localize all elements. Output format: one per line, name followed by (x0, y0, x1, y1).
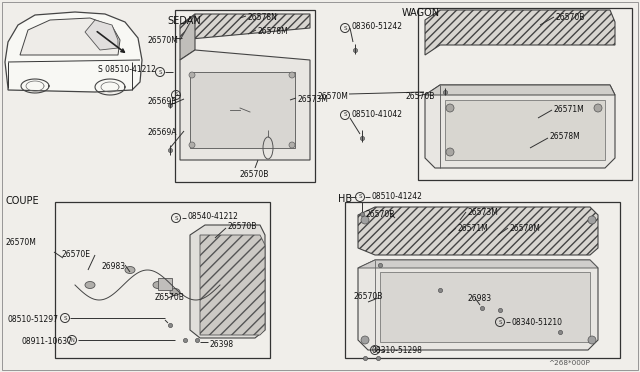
Bar (55, 202, 270, 358)
Polygon shape (180, 50, 310, 160)
Text: S: S (373, 347, 377, 353)
Bar (445, 100, 605, 160)
Circle shape (361, 336, 369, 344)
Text: 26570B: 26570B (556, 13, 586, 22)
Text: 26569A: 26569A (148, 128, 177, 137)
Text: 26570E: 26570E (62, 250, 91, 259)
Text: S 08510-41212: S 08510-41212 (98, 65, 156, 74)
Text: S: S (158, 70, 162, 74)
Text: N: N (70, 337, 74, 343)
Circle shape (189, 142, 195, 148)
Ellipse shape (153, 282, 163, 289)
Text: SEDAN: SEDAN (167, 16, 201, 26)
Text: 26573M: 26573M (298, 95, 329, 104)
Circle shape (588, 336, 596, 344)
Text: 26578M: 26578M (550, 132, 580, 141)
Circle shape (588, 216, 596, 224)
Bar (418, 8, 632, 180)
Text: 26983: 26983 (102, 262, 126, 271)
Polygon shape (425, 10, 615, 55)
Polygon shape (180, 14, 195, 60)
Bar (175, 10, 315, 182)
Text: 26983: 26983 (468, 294, 492, 303)
Text: WAGON: WAGON (402, 8, 440, 18)
Polygon shape (5, 12, 142, 92)
Text: 26573M: 26573M (468, 208, 499, 217)
Text: 26570M: 26570M (5, 238, 36, 247)
Polygon shape (158, 278, 172, 290)
Circle shape (361, 216, 369, 224)
Text: 26570B: 26570B (353, 292, 382, 301)
Text: 08360-51242: 08360-51242 (352, 22, 403, 31)
Polygon shape (200, 235, 265, 335)
Text: 26570B: 26570B (405, 92, 435, 101)
Text: HB: HB (338, 194, 352, 204)
Text: 26570M: 26570M (510, 224, 541, 233)
Ellipse shape (170, 289, 180, 295)
Text: S: S (343, 112, 347, 118)
Text: 08510-51297: 08510-51297 (8, 315, 59, 324)
Text: Z6570B: Z6570B (155, 293, 185, 302)
Polygon shape (190, 225, 265, 338)
Polygon shape (20, 18, 120, 55)
Text: 26570B: 26570B (228, 222, 257, 231)
Text: 26569B: 26569B (148, 97, 177, 106)
Bar (190, 72, 295, 148)
Text: 08340-51210: 08340-51210 (512, 318, 563, 327)
Text: 26578M: 26578M (258, 27, 289, 36)
Text: COUPE: COUPE (5, 196, 38, 206)
Bar (345, 202, 620, 358)
Text: 26570M: 26570M (148, 36, 179, 45)
Text: 08510-41242: 08510-41242 (372, 192, 423, 201)
Text: 26570B: 26570B (365, 210, 394, 219)
Text: 08911-10637: 08911-10637 (22, 337, 73, 346)
Bar (380, 272, 590, 342)
Polygon shape (425, 85, 615, 168)
Text: 26398: 26398 (210, 340, 234, 349)
Polygon shape (180, 14, 310, 40)
Circle shape (289, 142, 295, 148)
Circle shape (446, 148, 454, 156)
Text: S: S (63, 315, 67, 321)
Text: 08310-51298: 08310-51298 (372, 346, 423, 355)
Circle shape (446, 104, 454, 112)
Text: S: S (174, 93, 178, 97)
Text: 26570B: 26570B (240, 170, 269, 179)
Text: S: S (343, 26, 347, 31)
Ellipse shape (85, 282, 95, 289)
Circle shape (189, 72, 195, 78)
Polygon shape (85, 20, 118, 50)
Text: S: S (499, 320, 502, 324)
Polygon shape (358, 260, 598, 350)
Text: 26571M: 26571M (458, 224, 489, 233)
Text: 26570M: 26570M (317, 92, 348, 101)
Circle shape (594, 104, 602, 112)
Polygon shape (358, 260, 598, 268)
Text: S: S (358, 195, 362, 199)
Text: 26578N: 26578N (248, 13, 278, 22)
Circle shape (289, 72, 295, 78)
Text: S: S (174, 215, 178, 221)
Polygon shape (425, 85, 615, 95)
Polygon shape (358, 207, 598, 255)
Ellipse shape (125, 266, 135, 273)
Text: 26571M: 26571M (554, 105, 585, 114)
Text: 08540-41212: 08540-41212 (188, 212, 239, 221)
Text: 08510-41042: 08510-41042 (352, 110, 403, 119)
Text: ^268*000P: ^268*000P (548, 360, 590, 366)
